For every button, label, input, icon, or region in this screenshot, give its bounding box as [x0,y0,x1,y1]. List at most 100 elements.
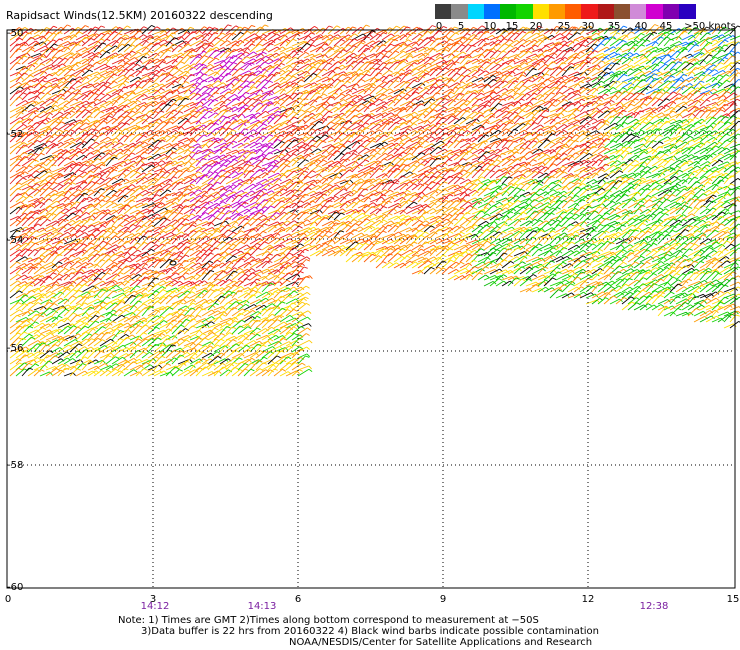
wind-barb-flag [587,56,592,60]
wind-barb [513,31,523,41]
wind-barb [219,56,230,65]
wind-barb-flag [115,45,119,49]
wind-barb-flag [191,86,196,89]
wind-barb [15,52,28,59]
wind-barb-flag [133,35,137,40]
wind-barb [465,34,475,41]
wind-barb-flag [520,98,525,101]
wind-barb-flag [48,31,53,35]
wind-barb [651,105,663,113]
wind-barb-flag [545,85,551,89]
wind-barb [135,46,146,53]
wind-barb-flag [708,134,713,137]
wind-barb [69,100,81,107]
wind-barb [441,59,452,65]
wind-barb [237,30,248,41]
wind-barb [423,57,432,65]
wind-barb [135,34,144,41]
wind-barb [723,35,734,41]
wind-barb-flag [263,123,268,127]
wind-barb-flag [143,34,148,38]
wind-barb-flag [166,55,171,58]
wind-barb-flag [572,26,577,30]
wind-barb-flag [407,33,412,37]
wind-barb-flag [124,93,129,97]
wind-barb [345,56,355,65]
wind-barb-flag [550,92,555,95]
wind-barb-flag [119,132,124,136]
wind-barb-flag [125,57,130,61]
wind-barb-flag [402,118,407,122]
wind-barb [495,50,504,59]
wind-barb-flag [150,42,155,45]
wind-barb [141,42,151,53]
wind-barb-flag [720,109,725,112]
wind-barb-flag [520,116,525,120]
wind-barb [321,48,331,59]
wind-barb-flag [138,30,143,33]
wind-barb [423,47,433,53]
wind-barb [519,31,530,41]
wind-barb [717,34,730,41]
wind-barb-flag [227,98,232,102]
wind-barb-flag [570,87,575,91]
wind-barb-flag [286,147,291,150]
wind-barb-flag [239,68,244,71]
wind-barb [285,38,294,47]
wind-barb-flag [215,49,220,53]
wind-barb-flag [407,86,412,90]
wind-barb [9,48,19,59]
wind-barb-flag [60,97,65,100]
wind-barb-flag [120,53,125,57]
wind-barb [309,46,321,53]
wind-barb-flag [409,55,414,58]
wind-barb-flag [564,44,569,48]
wind-barb [609,62,617,71]
wind-barb-flag [653,50,658,53]
wind-barb-flag [454,26,459,29]
wind-barb-flag [607,131,612,136]
wind-barb-flag [185,105,190,108]
wind-barb-flag [413,79,418,83]
wind-barb-flag [674,44,678,48]
wind-barb-flag [425,110,430,114]
wind-barb [411,38,421,47]
wind-barb-flag [371,113,376,117]
wind-barb-flag [646,39,651,43]
wind-barb-flag [81,40,85,44]
wind-barb [723,62,732,71]
wind-barb [639,32,651,41]
wind-barb-flag [312,105,317,109]
wind-barb [117,105,127,113]
wind-barb-flag [473,147,478,151]
wind-barb-flag [317,128,322,132]
wind-barb [651,36,661,47]
wind-barb-flag [476,58,480,63]
wind-barb-flag [593,118,598,122]
wind-barb-flag [622,40,627,43]
wind-barb [513,44,522,53]
wind-barb [219,47,229,53]
wind-barb [393,80,405,89]
wind-barb [153,39,165,47]
wind-barb-flag [672,110,677,114]
wind-barb [111,108,121,119]
wind-barb-flag [582,35,586,40]
wind-barb-flag [23,55,28,58]
wind-barb [303,117,313,125]
wind-barb [477,119,487,125]
wind-barb [513,142,524,149]
wind-barb [537,93,546,101]
wind-barb-flag [354,38,359,42]
wind-barb [669,45,679,53]
wind-barb-flag [300,109,306,113]
wind-barb [399,45,410,53]
wind-barb [285,33,298,41]
wind-barb-flag [292,38,297,42]
wind-barb [297,34,309,41]
wind-barb [237,39,246,47]
wind-barb-flag [439,52,443,57]
wind-barb-flag [431,39,436,43]
wind-barb-flag [462,51,467,55]
wind-barb-flag [100,92,105,96]
